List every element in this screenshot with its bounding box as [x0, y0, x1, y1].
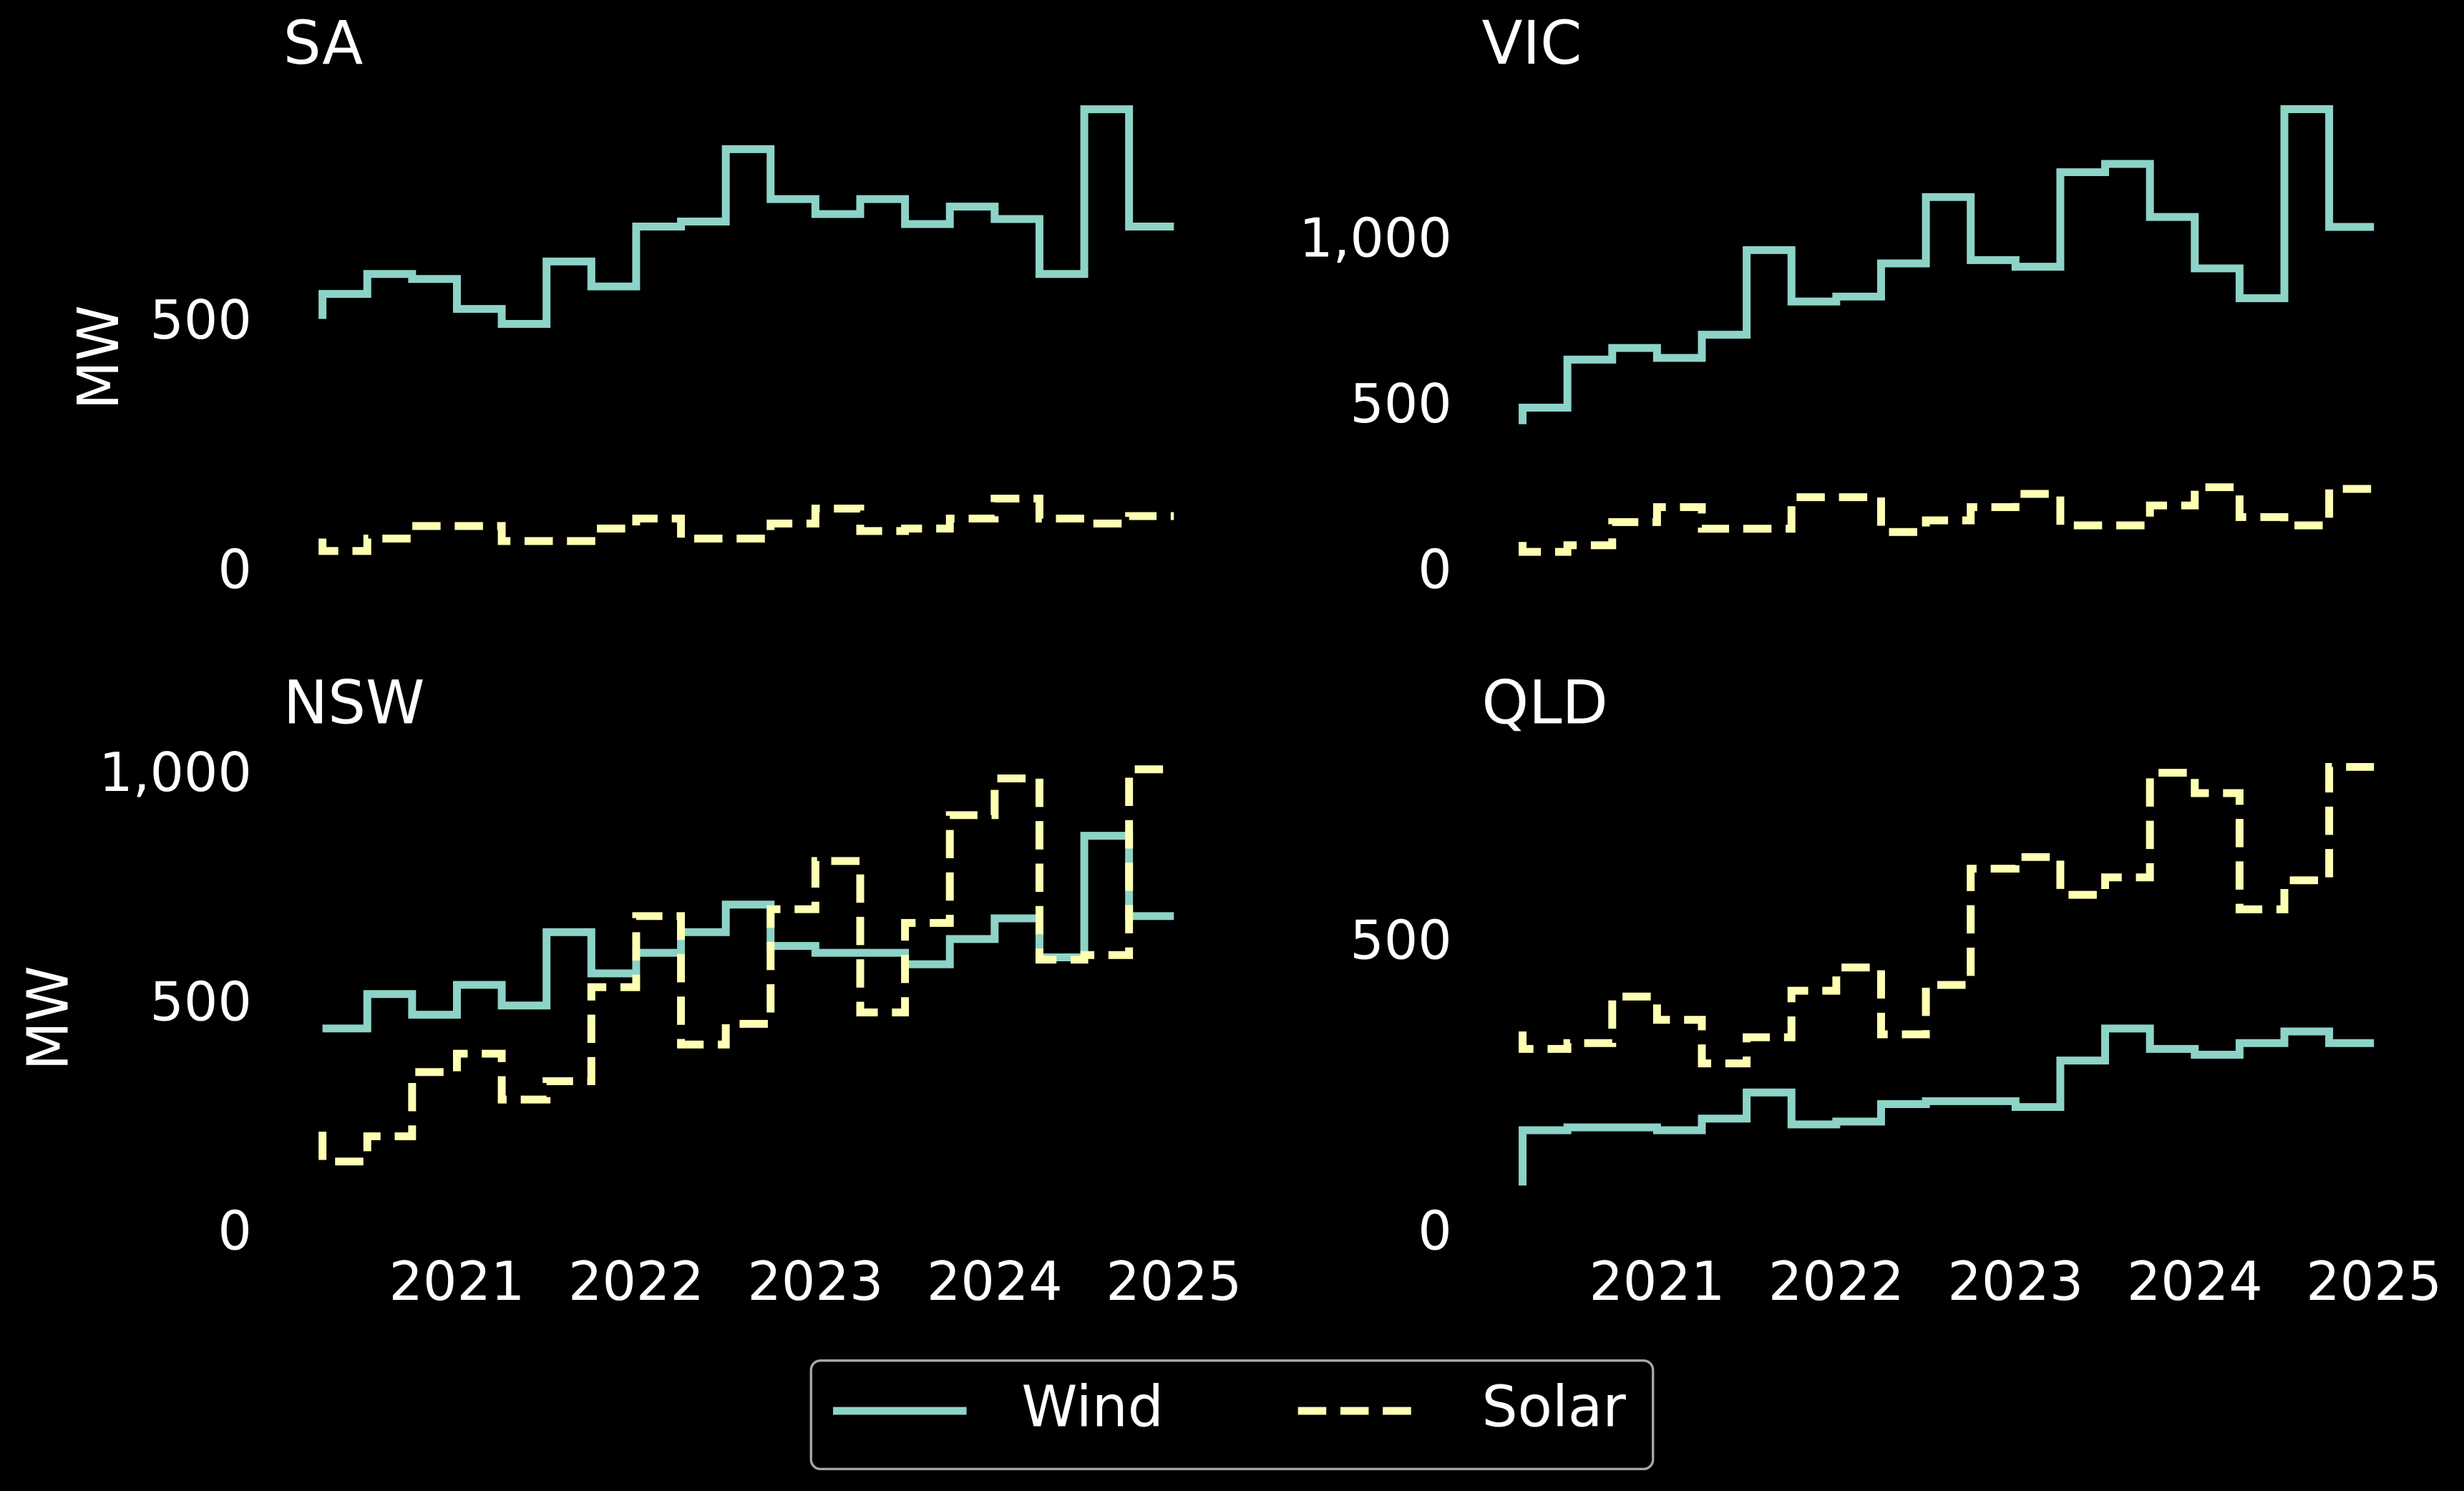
legend-box: [809, 1359, 1655, 1470]
x-tick-label: 2025: [1106, 1250, 1242, 1313]
y-tick-label: 500: [1350, 373, 1451, 435]
y-tick-label: 0: [1418, 1200, 1451, 1263]
panel-title: NSW: [283, 669, 425, 738]
panel-title: QLD: [1481, 669, 1607, 738]
x-tick-label: 2025: [2306, 1250, 2442, 1313]
x-tick-label: 2021: [389, 1250, 525, 1313]
x-tick-label: 2022: [568, 1250, 704, 1313]
panel-title: VIC: [1481, 9, 1582, 78]
y-axis-label: MW: [66, 305, 132, 409]
series-line: [318, 765, 1174, 1166]
y-tick-label: 500: [150, 971, 251, 1033]
y-tick-label: 0: [1418, 539, 1451, 601]
x-tick-label: 2024: [927, 1250, 1063, 1313]
legend-label: Solar: [1481, 1374, 1626, 1440]
panel-title: SA: [283, 9, 364, 78]
y-tick-label: 0: [218, 1200, 251, 1263]
y-tick-label: 1,000: [1299, 207, 1452, 269]
x-tick-label: 2023: [747, 1250, 883, 1313]
series-line: [318, 495, 1174, 555]
x-tick-label: 2023: [1947, 1250, 2083, 1313]
x-tick-label: 2022: [1768, 1250, 1904, 1313]
y-tick-label: 500: [150, 289, 251, 351]
series-line: [1519, 762, 2375, 1068]
x-tick-label: 2024: [2127, 1250, 2263, 1313]
y-tick-label: 500: [1350, 910, 1451, 972]
y-axis-label: MW: [16, 966, 82, 1070]
x-tick-label: 2021: [1589, 1250, 1725, 1313]
y-tick-label: 1,000: [99, 742, 252, 804]
series-line: [1519, 105, 2375, 424]
legend-label: Wind: [1021, 1374, 1164, 1440]
series-line: [1519, 1024, 2375, 1186]
y-tick-label: 0: [218, 539, 251, 601]
series-line: [318, 105, 1174, 328]
